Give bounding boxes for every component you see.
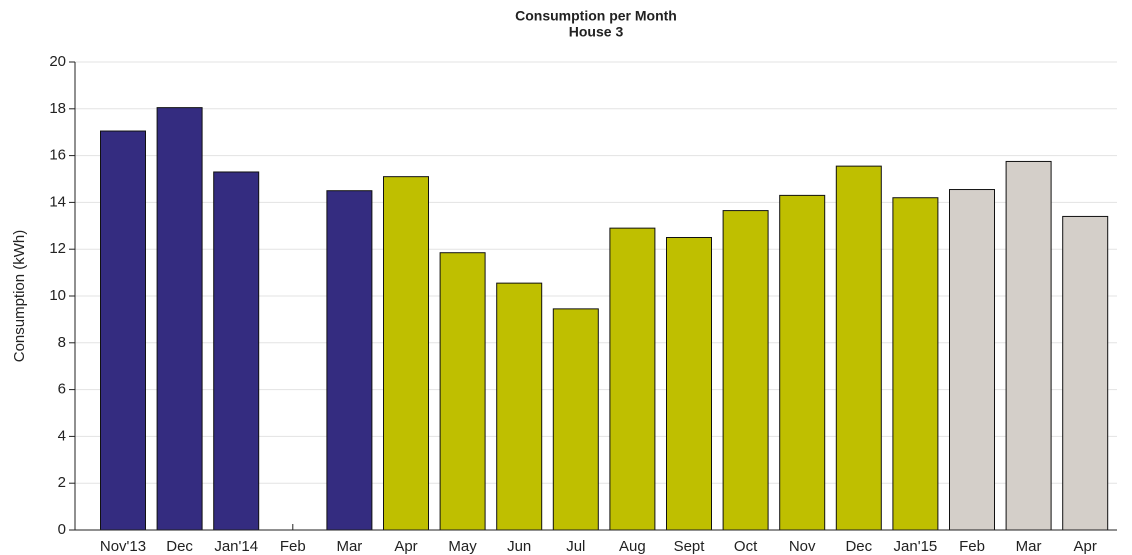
bar	[779, 194, 826, 531]
bar	[439, 252, 486, 531]
bar	[1062, 215, 1109, 531]
bar	[213, 171, 260, 531]
bar	[383, 176, 429, 531]
x-tick-label: Apr	[1074, 538, 1097, 555]
bar	[326, 190, 373, 531]
y-tick-label: 2	[58, 474, 66, 491]
y-axis-label: Consumption (kWh)	[11, 230, 28, 363]
bar	[609, 227, 656, 531]
x-tick-label: Mar	[336, 538, 362, 555]
bar	[496, 282, 543, 531]
x-tick-label: Jun	[507, 538, 531, 555]
y-tick-label: 10	[49, 287, 66, 304]
x-tick-label: May	[448, 538, 477, 555]
chart-title: Consumption per Month	[515, 8, 677, 24]
y-tick-label: 14	[49, 193, 66, 210]
x-tick-label: Jan'15	[894, 538, 938, 555]
bar	[949, 189, 995, 531]
y-tick-label: 16	[49, 147, 66, 164]
y-tick-label: 12	[49, 240, 66, 257]
x-tick-label: Feb	[959, 538, 985, 555]
x-tick-label: Sept	[674, 538, 706, 555]
bar	[100, 130, 146, 531]
y-tick-label: 8	[58, 334, 66, 351]
y-tick-label: 20	[49, 53, 66, 70]
x-tick-label: Feb	[280, 538, 306, 555]
x-tick-label: Oct	[734, 538, 758, 555]
x-tick-label: Jul	[566, 538, 585, 555]
x-tick-label: Apr	[394, 538, 417, 555]
bar	[666, 237, 712, 531]
x-tick-label: Dec	[166, 538, 193, 555]
chart-subtitle: House 3	[569, 24, 624, 40]
y-tick-label: 6	[58, 381, 66, 398]
x-tick-label: Dec	[845, 538, 872, 555]
x-tick-label: Nov'13	[100, 538, 146, 555]
bar	[156, 107, 203, 531]
y-tick-label: 0	[58, 521, 66, 538]
bar	[722, 210, 769, 531]
bar	[892, 197, 939, 531]
y-tick-label: 18	[49, 100, 66, 117]
bar	[552, 308, 599, 531]
bar	[1005, 160, 1052, 531]
y-tick-label: 4	[58, 427, 66, 444]
x-tick-label: Aug	[619, 538, 646, 555]
x-tick-label: Mar	[1016, 538, 1042, 555]
bar	[835, 165, 882, 531]
x-tick-label: Nov	[789, 538, 816, 555]
x-tick-label: Jan'14	[214, 538, 258, 555]
